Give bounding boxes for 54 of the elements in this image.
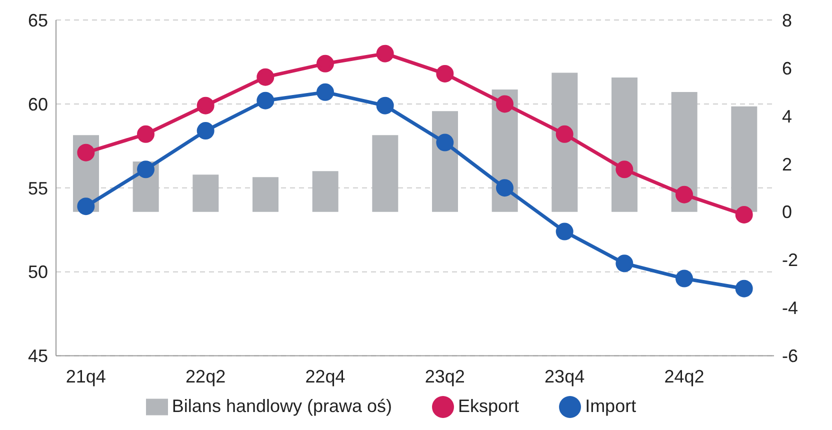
y2-tick-label: 8 [782, 10, 792, 30]
point [496, 95, 514, 113]
y-tick-label: 45 [28, 346, 48, 366]
point [316, 83, 334, 101]
y2-tick-label: 4 [782, 106, 792, 126]
y2-tick-label: 2 [782, 154, 792, 174]
bar [671, 92, 698, 212]
point [77, 198, 95, 216]
point [256, 92, 274, 110]
point [196, 96, 214, 114]
y-tick-label: 50 [28, 262, 48, 282]
y-tick-label: 60 [28, 94, 48, 114]
bar [312, 171, 338, 212]
point [316, 54, 334, 72]
point [77, 144, 95, 162]
x-tick-label: 22q4 [305, 366, 346, 387]
bar [612, 78, 638, 212]
point [676, 270, 693, 288]
bar [252, 177, 278, 212]
point [137, 160, 154, 178]
point [256, 68, 274, 86]
x-tick-label: 23q2 [424, 366, 465, 387]
point [556, 125, 574, 143]
y-tick-label: 55 [28, 178, 48, 198]
point [556, 222, 574, 240]
point [196, 122, 214, 140]
point [436, 64, 454, 82]
bar [731, 106, 758, 212]
point [376, 44, 394, 62]
point [496, 179, 514, 197]
point [616, 254, 634, 272]
point [137, 125, 154, 143]
bar [192, 174, 219, 212]
point [436, 134, 454, 152]
point [735, 280, 753, 298]
y2-tick-label: 0 [782, 202, 792, 222]
legend-label: Eksport [458, 396, 520, 416]
y2-tick-label: -6 [782, 346, 798, 366]
point [735, 206, 753, 224]
legend-label: Bilans handlowy (prawa oś) [172, 396, 392, 416]
legend-label: Import [585, 396, 636, 416]
y2-tick-label: -4 [782, 298, 798, 318]
x-tick-label: 22q2 [186, 366, 226, 387]
x-tick-label: 21q4 [66, 366, 106, 387]
point [616, 160, 634, 178]
y-tick-label: 65 [28, 10, 48, 30]
bar [552, 72, 578, 212]
x-tick-label: 23q4 [544, 366, 585, 387]
y2-tick-label: 6 [782, 58, 792, 78]
point [376, 96, 394, 114]
x-tick-label: 24q2 [664, 366, 704, 387]
point [676, 186, 693, 204]
y2-tick-label: -2 [782, 250, 798, 270]
bar [372, 135, 398, 212]
